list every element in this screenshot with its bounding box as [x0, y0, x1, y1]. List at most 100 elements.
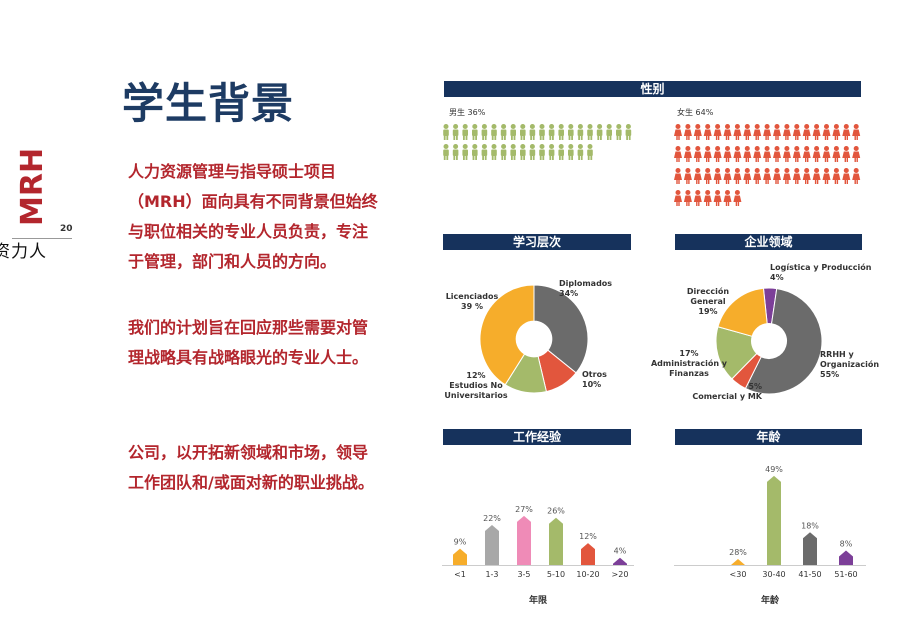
- age-bar-2: [803, 532, 817, 565]
- pie2-label-comercial: 5% Comercial y MK: [676, 382, 762, 402]
- female-person-icon-29: [773, 146, 781, 162]
- pie1-label-otros: Otros 10%: [582, 370, 607, 390]
- male-person-icon-21: [452, 144, 459, 160]
- female-person-icon-18: [852, 124, 861, 140]
- pie2-name-2: Comercial y MK: [692, 392, 762, 401]
- female-person-icon-0: [674, 124, 682, 140]
- female-person-icon-59: [693, 190, 702, 206]
- experience-xlabel: 年限: [529, 594, 548, 606]
- pie2-name-3: Administración y Finanzas: [650, 359, 728, 378]
- female-pictogram: [674, 124, 861, 206]
- pie1-value-3: 39 %: [461, 302, 483, 311]
- age-tick-label-2: 41-50: [798, 570, 821, 579]
- female-person-icon-2: [693, 124, 702, 140]
- female-person-icon-22: [703, 146, 712, 162]
- experience-tick-label-3: 5-10: [547, 570, 565, 579]
- female-person-icon-63: [733, 190, 742, 206]
- female-person-icon-15: [822, 124, 831, 140]
- pie2-value-3: 17%: [679, 349, 699, 358]
- female-person-icon-52: [812, 168, 821, 184]
- age-value-label-3: 8%: [840, 539, 853, 548]
- female-person-icon-4: [713, 124, 722, 140]
- male-person-icon-4: [481, 124, 488, 140]
- female-person-icon-53: [822, 168, 831, 184]
- male-person-icon-16: [596, 124, 603, 140]
- age-header: 年龄: [675, 429, 862, 445]
- pie2-name-4: Dirección General: [686, 287, 730, 306]
- female-label: 女生 64%: [677, 108, 714, 117]
- female-person-icon-44: [733, 168, 742, 184]
- pie2-name-0: Logística y Producción: [770, 263, 872, 272]
- female-person-icon-26: [743, 146, 752, 162]
- female-person-icon-57: [674, 190, 682, 206]
- female-person-icon-45: [743, 168, 752, 184]
- business-slice-1: [744, 288, 823, 395]
- experience-value-label-0: 9%: [454, 538, 467, 547]
- male-person-icon-34: [577, 144, 584, 160]
- experience-bar-3: [549, 517, 563, 565]
- pie1-name-2: Estudios No Universitarios: [444, 381, 508, 400]
- male-person-icon-11: [548, 124, 555, 140]
- female-person-icon-9: [763, 124, 772, 140]
- male-person-icon-26: [500, 144, 507, 160]
- experience-tick-label-4: 10-20: [576, 570, 599, 579]
- male-person-icon-10: [539, 124, 545, 140]
- female-person-icon-1: [683, 124, 692, 140]
- female-person-icon-51: [802, 168, 811, 184]
- female-person-icon-21: [693, 146, 702, 162]
- male-person-icon-15: [587, 124, 593, 140]
- pie1-label-estudios: 12% Estudios No Universitarios: [431, 371, 521, 401]
- female-person-icon-40: [693, 168, 702, 184]
- age-bar-1: [767, 475, 781, 565]
- male-person-icon-28: [520, 144, 526, 160]
- age-bar-chart: 28% <30 49% 30-40 18% 41-50 8% 51-60 年龄: [674, 465, 866, 606]
- female-person-icon-46: [753, 168, 762, 184]
- brand-divider: [12, 238, 72, 239]
- pie1-name-0: Diplomados: [559, 279, 613, 288]
- female-person-icon-58: [683, 190, 692, 206]
- pie2-label-direccion: Dirección General 19%: [668, 287, 748, 317]
- age-bar-3: [839, 550, 853, 565]
- female-person-icon-33: [812, 146, 821, 162]
- male-person-icon-0: [443, 124, 449, 140]
- experience-bar-5: [613, 557, 627, 565]
- age-tick-label-0: <30: [730, 570, 747, 579]
- pie1-value-1: 10%: [582, 380, 602, 389]
- female-person-icon-60: [703, 190, 712, 206]
- study-level-pie: [479, 284, 589, 394]
- male-person-icon-7: [510, 124, 516, 140]
- female-person-icon-31: [792, 146, 801, 162]
- female-person-icon-24: [723, 146, 732, 162]
- pie1-name-3: Licenciados: [445, 292, 499, 301]
- female-person-icon-37: [852, 146, 861, 162]
- pie2-label-rrhh: RRHH y Organización 55%: [820, 350, 884, 380]
- female-person-icon-34: [822, 146, 831, 162]
- male-person-icon-31: [548, 144, 555, 160]
- female-person-icon-5: [723, 124, 732, 140]
- female-person-icon-32: [802, 146, 811, 162]
- experience-value-label-4: 12%: [579, 532, 597, 541]
- age-tick-label-3: 51-60: [834, 570, 857, 579]
- study-slice-0: [533, 284, 589, 374]
- pie2-label-logistica: Logística y Producción 4%: [770, 263, 871, 283]
- male-person-icon-18: [616, 124, 622, 140]
- page-number: 20: [60, 224, 73, 234]
- female-person-icon-19: [674, 146, 682, 162]
- female-person-icon-25: [733, 146, 742, 162]
- pie1-value-2: 12%: [466, 371, 486, 380]
- paragraph-3: 公司，以开拓新领域和市场，领导工作团队和/或面对新的职业挑战。: [128, 443, 374, 492]
- male-person-icon-14: [577, 124, 584, 140]
- experience-header: 工作经验: [443, 429, 631, 445]
- age-tick-label-1: 30-40: [762, 570, 785, 579]
- female-person-icon-10: [773, 124, 781, 140]
- study-slice-3: [479, 284, 535, 386]
- female-person-icon-7: [743, 124, 752, 140]
- pie2-value-1: 55%: [820, 370, 840, 379]
- female-person-icon-20: [683, 146, 692, 162]
- gender-header: 性别: [444, 81, 861, 97]
- paragraph-1: 人力资源管理与指导硕士项目（MRH）面向具有不同背景但始终与职位相关的专业人员负…: [128, 162, 378, 271]
- male-pictogram: [443, 124, 632, 160]
- business-field-header: 企业领域: [675, 234, 862, 250]
- female-person-icon-14: [812, 124, 821, 140]
- female-person-icon-55: [842, 168, 851, 184]
